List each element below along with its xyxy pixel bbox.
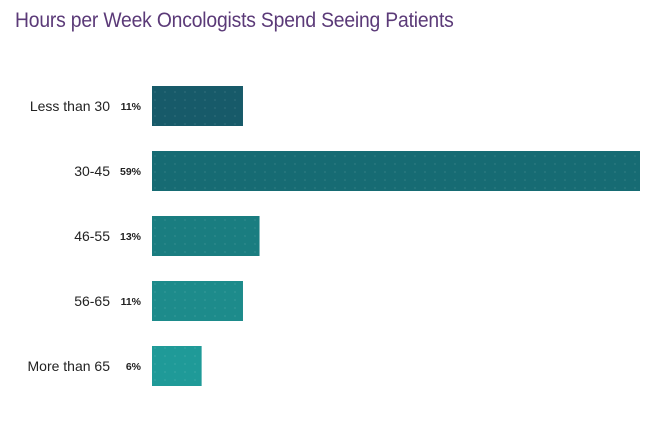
category-label: Less than 30 <box>30 98 110 114</box>
category-label: 30-45 <box>74 163 110 179</box>
bar-texture-more-than-65 <box>152 346 202 386</box>
bar-texture-56-65 <box>152 281 243 321</box>
chart-title: Hours per Week Oncologists Spend Seeing … <box>15 9 454 32</box>
category-label: More than 65 <box>28 358 111 374</box>
value-label: 6% <box>126 361 142 373</box>
value-label: 59% <box>120 166 142 178</box>
bar-texture-30-45 <box>152 151 640 191</box>
value-label: 11% <box>121 296 142 308</box>
value-label: 11% <box>121 101 142 113</box>
bar-group: Less than 30 11% 30-45 59% 46-55 13% 56-65 11% M… <box>28 86 640 386</box>
bar-texture-less-than-30 <box>152 86 243 126</box>
category-label: 46-55 <box>74 228 110 244</box>
value-label: 13% <box>120 231 142 243</box>
category-label: 56-65 <box>74 293 110 309</box>
bar-texture-46-55 <box>152 216 260 256</box>
